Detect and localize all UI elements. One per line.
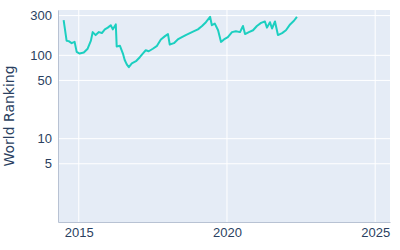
tick: 100 <box>30 48 58 63</box>
tick: 10 <box>38 131 58 146</box>
tick: 5 <box>45 156 58 171</box>
plot: 2015 2020 2025 5 10 50 100 300 <box>30 8 390 240</box>
y-grid-line <box>58 80 390 81</box>
y-grid-line <box>58 163 390 164</box>
x-grid-line <box>375 10 376 222</box>
y-grid-line <box>58 55 390 56</box>
x-axis: 2015 2020 2025 <box>59 222 391 240</box>
tick-label: 2020 <box>213 225 242 240</box>
y-grid-line <box>58 15 390 16</box>
marks <box>64 17 297 67</box>
tick-label: 10 <box>38 131 52 146</box>
y-grid-line <box>58 138 390 139</box>
tick: 300 <box>30 8 58 23</box>
grid <box>58 10 390 222</box>
tick: 2020 <box>213 222 242 240</box>
tick-label: 2015 <box>65 225 94 240</box>
x-grid-line <box>78 10 79 222</box>
y-axis-title: World Ranking <box>1 65 17 166</box>
tick: 2015 <box>65 222 94 240</box>
tick: 2025 <box>361 222 390 240</box>
tick-label: 2025 <box>361 225 390 240</box>
ranking-line <box>64 17 297 67</box>
tick: 50 <box>38 73 58 88</box>
tick-label: 50 <box>38 73 52 88</box>
plot-background <box>58 10 390 222</box>
x-axis-line <box>59 222 391 223</box>
x-grid-line <box>226 10 227 222</box>
chart: 2015 2020 2025 5 10 50 100 300 World Ranking <box>0 0 400 250</box>
y-axis: 5 10 50 100 300 <box>30 8 58 222</box>
tick-label: 5 <box>45 156 52 171</box>
y-axis-line <box>58 11 59 223</box>
tick-label: 100 <box>30 48 52 63</box>
tick-label: 300 <box>30 8 52 23</box>
